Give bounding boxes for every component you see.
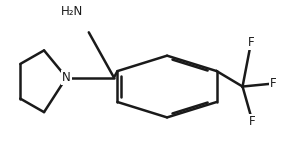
Text: H₂N: H₂N bbox=[61, 5, 83, 18]
Text: F: F bbox=[249, 115, 256, 128]
Text: N: N bbox=[62, 71, 71, 84]
Text: F: F bbox=[248, 36, 254, 49]
Text: F: F bbox=[270, 77, 277, 90]
